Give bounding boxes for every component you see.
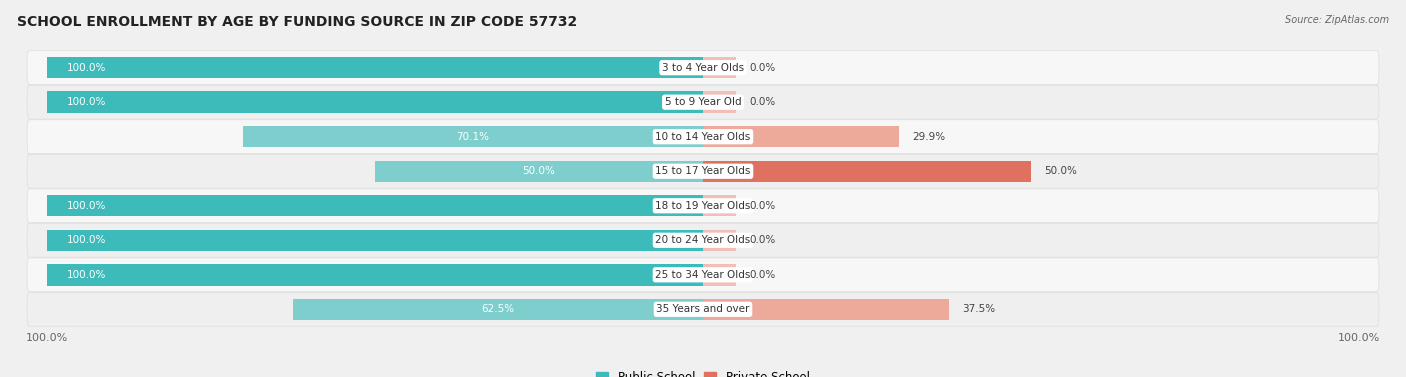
Bar bbox=[46, 230, 703, 251]
Bar bbox=[703, 264, 735, 285]
FancyBboxPatch shape bbox=[27, 258, 1379, 292]
Bar bbox=[243, 126, 703, 147]
Text: 100.0%: 100.0% bbox=[66, 270, 105, 280]
Bar bbox=[703, 161, 1031, 182]
Text: 0.0%: 0.0% bbox=[749, 270, 775, 280]
Bar bbox=[703, 230, 735, 251]
Bar bbox=[46, 57, 703, 78]
Text: 50.0%: 50.0% bbox=[523, 166, 555, 176]
FancyBboxPatch shape bbox=[27, 223, 1379, 257]
Text: 50.0%: 50.0% bbox=[1045, 166, 1077, 176]
Text: Source: ZipAtlas.com: Source: ZipAtlas.com bbox=[1285, 15, 1389, 25]
Bar bbox=[703, 92, 735, 113]
Text: 15 to 17 Year Olds: 15 to 17 Year Olds bbox=[655, 166, 751, 176]
FancyBboxPatch shape bbox=[27, 189, 1379, 223]
Bar bbox=[375, 161, 703, 182]
Text: 25 to 34 Year Olds: 25 to 34 Year Olds bbox=[655, 270, 751, 280]
Text: 0.0%: 0.0% bbox=[749, 97, 775, 107]
Text: 5 to 9 Year Old: 5 to 9 Year Old bbox=[665, 97, 741, 107]
Bar bbox=[46, 195, 703, 216]
FancyBboxPatch shape bbox=[27, 51, 1379, 84]
FancyBboxPatch shape bbox=[27, 154, 1379, 188]
Text: 29.9%: 29.9% bbox=[912, 132, 945, 142]
Bar bbox=[703, 195, 735, 216]
Text: 0.0%: 0.0% bbox=[749, 201, 775, 211]
Bar bbox=[46, 92, 703, 113]
FancyBboxPatch shape bbox=[27, 85, 1379, 119]
Bar bbox=[703, 126, 900, 147]
Legend: Public School, Private School: Public School, Private School bbox=[592, 366, 814, 377]
Text: 37.5%: 37.5% bbox=[962, 304, 995, 314]
FancyBboxPatch shape bbox=[27, 120, 1379, 154]
Text: 10 to 14 Year Olds: 10 to 14 Year Olds bbox=[655, 132, 751, 142]
Text: 0.0%: 0.0% bbox=[749, 63, 775, 73]
FancyBboxPatch shape bbox=[27, 293, 1379, 326]
Text: 100.0%: 100.0% bbox=[66, 235, 105, 245]
Text: 62.5%: 62.5% bbox=[481, 304, 515, 314]
Bar bbox=[703, 57, 735, 78]
Text: 100.0%: 100.0% bbox=[66, 201, 105, 211]
Text: 3 to 4 Year Olds: 3 to 4 Year Olds bbox=[662, 63, 744, 73]
Text: 100.0%: 100.0% bbox=[66, 97, 105, 107]
Bar bbox=[292, 299, 703, 320]
Text: 100.0%: 100.0% bbox=[25, 334, 67, 343]
Text: 35 Years and over: 35 Years and over bbox=[657, 304, 749, 314]
Text: 20 to 24 Year Olds: 20 to 24 Year Olds bbox=[655, 235, 751, 245]
Text: 0.0%: 0.0% bbox=[749, 235, 775, 245]
Text: SCHOOL ENROLLMENT BY AGE BY FUNDING SOURCE IN ZIP CODE 57732: SCHOOL ENROLLMENT BY AGE BY FUNDING SOUR… bbox=[17, 15, 576, 29]
Bar bbox=[46, 264, 703, 285]
Text: 18 to 19 Year Olds: 18 to 19 Year Olds bbox=[655, 201, 751, 211]
Text: 100.0%: 100.0% bbox=[1339, 334, 1381, 343]
Text: 100.0%: 100.0% bbox=[66, 63, 105, 73]
Bar bbox=[703, 299, 949, 320]
Text: 70.1%: 70.1% bbox=[457, 132, 489, 142]
